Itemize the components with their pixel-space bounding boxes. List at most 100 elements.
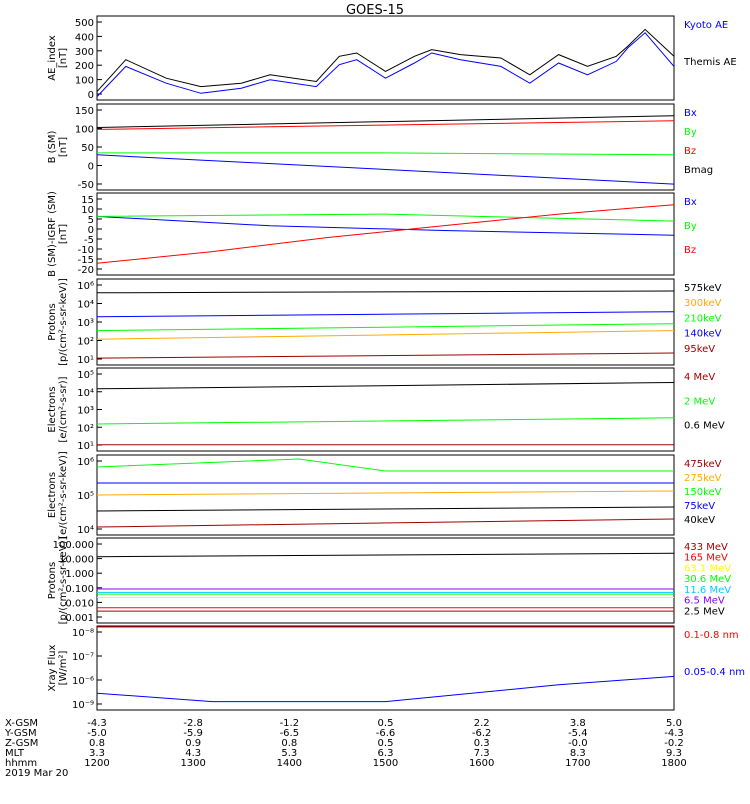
legend-entry: By: [684, 221, 697, 232]
bottom-axis-value: 0.8: [89, 738, 105, 749]
series-line: [96, 417, 675, 425]
series-line: [96, 120, 675, 130]
bottom-axis-value: 0.8: [281, 738, 297, 749]
y-tick-label: 1.000: [65, 569, 94, 580]
bottom-axis-value: 9.3: [666, 748, 682, 759]
bottom-axis-value: -6.5: [280, 728, 300, 739]
bottom-axis-value: 1600: [469, 758, 494, 769]
panel-frame: [96, 537, 675, 624]
bottom-axis-value: 0.9: [185, 738, 201, 749]
panel-frame: [96, 367, 675, 452]
panel-frame: [96, 103, 675, 191]
y-axis-label: Protons: [47, 562, 58, 599]
y-tick-label: 10⁻⁸: [72, 628, 94, 639]
y-tick-label: 10²: [77, 337, 94, 348]
y-axis-label: [e/(cm²-s-sr)]: [58, 376, 69, 442]
y-axis-label: AE_index: [47, 35, 58, 81]
y-tick-label: 10⁴: [77, 300, 94, 311]
panel-4: 10⁶ 10⁴ 10³ 10² 10¹ Protons [p/(cm²-s-sr-keV)]…: [47, 278, 722, 366]
legend-entry: 6.5 MeV: [684, 596, 725, 607]
legend-entry: 75keV: [684, 501, 715, 512]
bottom-axis-value: -2.8: [183, 718, 203, 729]
y-tick-label: 10⁴: [77, 525, 94, 536]
panel-7: 100.000 10.000 1.000 0.100 0.010 0.001 Protons…: [47, 537, 731, 625]
legend-entry: 30.6 MeV: [684, 574, 731, 585]
bottom-axis-value: -5.4: [568, 728, 588, 739]
y-tick-label: 10⁻⁷: [72, 652, 94, 663]
y-tick-label: 10⁶: [77, 457, 94, 468]
y-tick-label: 300: [75, 47, 94, 58]
bottom-axis-value: -4.3: [87, 718, 107, 729]
series-line: [96, 552, 675, 558]
bottom-axis-value: 6.3: [378, 748, 394, 759]
y-tick-label: 400: [75, 32, 94, 43]
bottom-axis-value: -0.0: [568, 738, 588, 749]
bottom-axis-label: MLT: [5, 748, 25, 759]
y-axis-label: Protons: [47, 303, 58, 340]
legend-entry: 40keV: [684, 515, 715, 526]
legend-entry: Bx: [684, 108, 697, 119]
y-tick-label: 10⁻⁹: [72, 700, 94, 711]
y-tick-label: 100.000: [53, 540, 94, 551]
series-line: [96, 311, 675, 318]
legend-entry: 150keV: [684, 487, 722, 498]
y-axis-label: Xray Flux: [47, 644, 58, 691]
bottom-axis-label: Y-GSM: [4, 728, 37, 739]
y-tick-label: 10¹: [77, 355, 94, 366]
series-line: [96, 204, 675, 264]
panel-1: 500 400 300 200 100 0 AE_index [nT] Kyoto AE Them…: [47, 15, 737, 101]
y-tick-label: -20: [78, 265, 94, 276]
bottom-axis-value: 1700: [565, 758, 590, 769]
y-tick-label: 10³: [77, 318, 94, 329]
y-tick-label: 10: [81, 205, 94, 216]
panel-5: 10⁵ 10⁴ 10³ 10² 10¹ Electrons [e/(cm²-s-sr)] 4 …: [47, 367, 725, 452]
y-axis-label: B (SM): [47, 130, 58, 163]
bottom-axis-label: X-GSM: [5, 718, 38, 729]
bottom-axis-value: 5.3: [281, 748, 297, 759]
series-line: [96, 323, 675, 332]
legend-entry: 433 MeV: [684, 542, 728, 553]
bottom-axis-value: -6.6: [376, 728, 396, 739]
y-tick-label: 10⁶: [77, 281, 94, 292]
series-line: [96, 290, 675, 294]
y-tick-label: 0: [88, 90, 94, 101]
y-tick-label: 0: [88, 162, 94, 173]
legend-entry: By: [684, 127, 697, 138]
chart-title: GOES-15: [346, 3, 404, 18]
y-tick-label: 10²: [77, 423, 94, 434]
bottom-axis-value: 0.5: [378, 718, 394, 729]
legend-entry: 210keV: [684, 313, 722, 324]
y-tick-label: -15: [78, 255, 94, 266]
legend-entry: 2 MeV: [684, 396, 715, 407]
bottom-axis-value: -6.2: [472, 728, 492, 739]
legend-entry: 275keV: [684, 473, 722, 484]
y-tick-label: 10³: [77, 406, 94, 417]
series-line: [96, 213, 675, 222]
bottom-axis-value: -4.3: [664, 728, 684, 739]
bottom-axis-value: 5.0: [666, 718, 682, 729]
legend-entry: Kyoto AE: [684, 20, 728, 31]
legend-entry: 475keV: [684, 459, 722, 470]
bottom-axis-value: 1200: [84, 758, 109, 769]
y-tick-label: -5: [84, 235, 94, 246]
panel-frame: [96, 192, 675, 276]
y-tick-label: 500: [75, 18, 94, 29]
legend-entry: Bx: [684, 197, 697, 208]
bottom-axis-value: 8.3: [570, 748, 586, 759]
legend-entry: 575keV: [684, 283, 722, 294]
bottom-axis-value: 3.8: [570, 718, 586, 729]
y-tick-label: 100: [75, 76, 94, 87]
series-line: [96, 675, 675, 703]
series-line: [96, 32, 675, 97]
legend-entry: Bmag: [684, 165, 713, 176]
bottom-axis-value: -5.9: [183, 728, 203, 739]
legend-entry: Themis AE: [683, 57, 737, 68]
series-line: [96, 215, 675, 236]
legend-entry: 4 MeV: [684, 372, 715, 383]
y-tick-label: 0.100: [65, 584, 94, 595]
bottom-axis-value: 1400: [277, 758, 302, 769]
y-tick-label: 0.010: [65, 598, 94, 609]
series-line: [96, 382, 675, 390]
y-axis-label: B (SM)-IGRF (SM): [47, 191, 58, 277]
